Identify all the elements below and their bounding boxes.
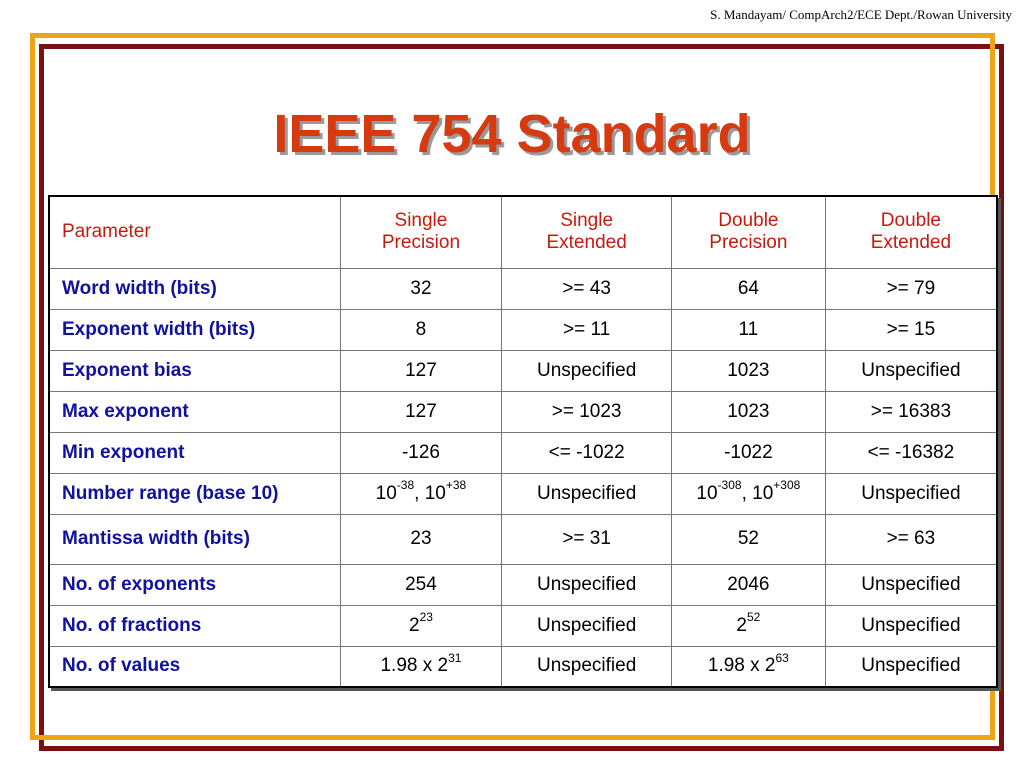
header-line: Extended: [546, 232, 627, 254]
cell-double-precision: 1023: [670, 349, 826, 392]
cell-single-precision: 127: [339, 349, 503, 392]
header-line: Precision: [381, 232, 461, 254]
power-exponent: 63: [775, 650, 789, 665]
cell-single-precision: 223: [339, 604, 503, 647]
cell-single-extended: Unspecified: [501, 604, 672, 647]
row-label: Min exponent: [48, 431, 341, 474]
power-exponent: 23: [419, 610, 433, 625]
cell-single-extended: <= -1022: [501, 431, 672, 474]
header-single-precision: Single Precision: [339, 195, 503, 269]
cell-single-precision: 127: [339, 390, 503, 433]
header-line: Double: [718, 210, 779, 232]
power-base: 2: [736, 614, 747, 636]
table-row: No. of fractions 223 Unspecified 252 Uns…: [48, 604, 998, 647]
range-high-exponent: +308: [773, 478, 801, 493]
row-label: Word width (bits): [48, 267, 341, 310]
cell-single-precision: 23: [339, 513, 503, 565]
row-label: Exponent bias: [48, 349, 341, 392]
cell-single-extended: Unspecified: [501, 472, 672, 515]
table-row: Max exponent 127 >= 1023 1023 >= 16383: [48, 390, 998, 433]
slide-title: IEEE 754 Standard: [273, 104, 751, 164]
row-label: Exponent width (bits): [48, 308, 341, 351]
cell-single-precision: 1.98 x 231: [339, 645, 503, 688]
cell-double-extended: Unspecified: [824, 645, 998, 688]
cell-single-precision: -126: [339, 431, 503, 474]
range-low-exponent: -38: [396, 478, 415, 493]
power-base: 1.98 x 2: [707, 655, 776, 677]
slide-frame-dark: [39, 44, 1004, 751]
cell-single-extended: Unspecified: [501, 563, 672, 606]
table-row: No. of exponents 254 Unspecified 2046 Un…: [48, 563, 998, 606]
row-label: No. of fractions: [48, 604, 341, 647]
cell-single-extended: Unspecified: [501, 645, 672, 688]
range-high-exponent: +38: [445, 478, 467, 493]
cell-double-precision: 1.98 x 263: [670, 645, 826, 688]
cell-double-precision: 64: [670, 267, 826, 310]
range-low-exponent: -308: [717, 478, 742, 493]
range-high-base: 10: [424, 482, 446, 504]
table-row: Word width (bits) 32 >= 43 64 >= 79: [48, 267, 998, 310]
cell-double-precision: 11: [670, 308, 826, 351]
cell-double-extended: Unspecified: [824, 604, 998, 647]
power-base: 2: [408, 614, 420, 636]
cell-single-extended: >= 1023: [501, 390, 672, 433]
header-double-precision: Double Precision: [670, 195, 826, 269]
header-line: Single: [560, 210, 614, 232]
range-separator: ,: [741, 482, 753, 504]
row-label: Max exponent: [48, 390, 341, 433]
cell-single-precision: 254: [339, 563, 503, 606]
table-row: Mantissa width (bits) 23 >= 31 52 >= 63: [48, 513, 998, 565]
cell-single-extended: >= 43: [501, 267, 672, 310]
range-low-base: 10: [375, 482, 397, 504]
cell-double-precision: 10-308, 10+308: [670, 472, 826, 515]
cell-single-precision: 10-38, 10+38: [339, 472, 503, 515]
cell-double-precision: 2046: [670, 563, 826, 606]
cell-single-precision: 32: [339, 267, 503, 310]
power-exponent: 52: [746, 610, 761, 625]
table-header-row: Parameter Single Precision Single Extended…: [48, 195, 998, 269]
cell-double-precision: 1023: [670, 390, 826, 433]
cell-single-extended: >= 11: [501, 308, 672, 351]
cell-double-extended: Unspecified: [824, 472, 998, 515]
cell-double-extended: >= 15: [824, 308, 998, 351]
header-double-extended: Double Extended: [824, 195, 998, 269]
table-row: No. of values 1.98 x 231 Unspecified 1.9…: [48, 645, 998, 688]
row-label: Mantissa width (bits): [48, 513, 341, 565]
table-row: Exponent bias 127 Unspecified 1023 Unspe…: [48, 349, 998, 392]
cell-double-extended: Unspecified: [824, 563, 998, 606]
power-exponent: 31: [448, 650, 462, 665]
slide-credit: S. Mandayam/ CompArch2/ECE Dept./Rowan U…: [710, 7, 1012, 22]
header-line: Double: [880, 210, 941, 232]
row-label: No. of values: [48, 645, 341, 688]
cell-double-extended: >= 79: [824, 267, 998, 310]
cell-double-precision: 252: [670, 604, 826, 647]
row-label: Number range (base 10): [48, 472, 341, 515]
header-parameter: Parameter: [48, 195, 341, 269]
table-row: Min exponent -126 <= -1022 -1022 <= -163…: [48, 431, 998, 474]
cell-double-precision: 52: [670, 513, 826, 565]
range-high-base: 10: [752, 482, 774, 504]
range-low-base: 10: [696, 482, 718, 504]
table-row: Exponent width (bits) 8 >= 11 11 >= 15: [48, 308, 998, 351]
cell-single-precision: 8: [339, 308, 503, 351]
ieee-754-table: Parameter Single Precision Single Extended…: [48, 195, 998, 688]
cell-double-extended: <= -16382: [824, 431, 998, 474]
cell-double-extended: >= 63: [824, 513, 998, 565]
range-separator: ,: [414, 482, 425, 504]
cell-double-precision: -1022: [670, 431, 826, 474]
cell-single-extended: Unspecified: [501, 349, 672, 392]
header-line: Extended: [870, 232, 952, 254]
cell-double-extended: Unspecified: [824, 349, 998, 392]
power-base: 1.98 x 2: [380, 655, 449, 677]
cell-double-extended: >= 16383: [824, 390, 998, 433]
header-line: Precision: [709, 232, 788, 254]
header-line: Single: [394, 210, 448, 232]
row-label: No. of exponents: [48, 563, 341, 606]
table-row: Number range (base 10) 10-38, 10+38 Unsp…: [48, 472, 998, 515]
header-single-extended: Single Extended: [501, 195, 672, 269]
cell-single-extended: >= 31: [501, 513, 672, 565]
